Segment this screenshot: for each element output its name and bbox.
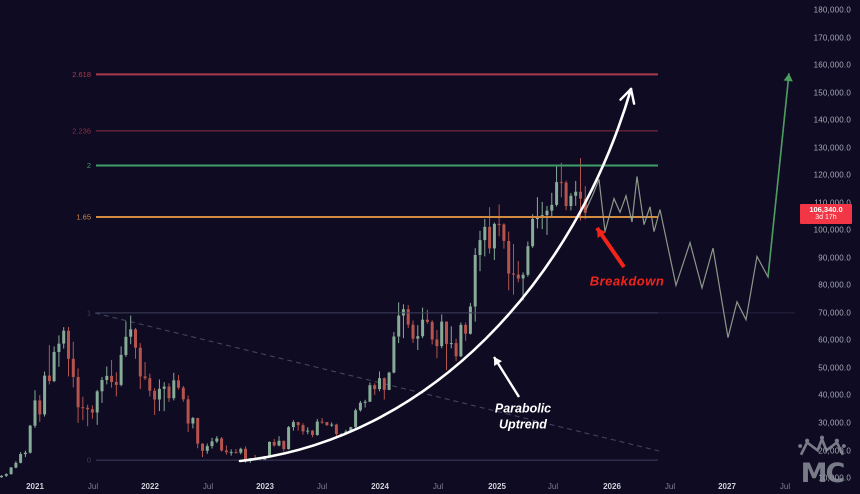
parabolic-arrow	[492, 356, 521, 398]
price-axis-tick: 60,000.0	[818, 335, 851, 345]
svg-text:1.65: 1.65	[76, 213, 91, 222]
price-axis-tick: 110,000.0	[814, 198, 851, 208]
fib-retracement: 2.618 2.236 2 1.65 1 0	[72, 70, 658, 465]
time-axis-tick: 2022	[141, 482, 159, 491]
svg-text:0: 0	[87, 456, 91, 465]
price-axis-tick: 30,000.0	[818, 418, 851, 428]
time-axis-tick: Jul	[316, 482, 328, 491]
price-axis-tick: 80,000.0	[818, 280, 851, 290]
price-axis-tick: 10,000.0	[818, 473, 851, 483]
svg-text:2.618: 2.618	[72, 70, 91, 79]
time-axis[interactable]: 2021 Jul 2022 Jul 2023 Jul 2024 Jul 2025 Jul 2026 J…	[0, 479, 860, 494]
time-axis-tick: 2025	[488, 482, 506, 491]
svg-text:1: 1	[87, 308, 91, 317]
time-axis-tick: 2021	[26, 482, 44, 491]
price-axis-tick: 180,000.0	[813, 5, 851, 15]
price-axis-tick: 70,000.0	[818, 308, 851, 318]
last-price-value: 106,340.0	[809, 205, 843, 214]
mc-logo: MC	[790, 435, 854, 489]
price-axis-tick: 170,000.0	[813, 33, 851, 42]
price-axis-tick: 100,000.0	[813, 225, 851, 235]
crown-icon	[798, 435, 846, 456]
time-axis-tick: Jul	[87, 482, 99, 491]
time-axis-tick: 2023	[256, 482, 274, 491]
parabolic-uptrend-annotation: Parabolic Uptrend	[495, 401, 551, 432]
descending-trendline	[94, 312, 660, 452]
projection-zigzag	[585, 73, 793, 338]
price-axis-tick: 150,000.0	[813, 88, 851, 98]
last-price-badge: 106,340.0 3d 17h	[800, 204, 852, 225]
logo-text: MC	[800, 457, 846, 489]
price-axis-tick: 140,000.0	[813, 115, 851, 125]
time-axis-tick: 2026	[603, 482, 621, 491]
time-axis-tick: 2024	[371, 482, 389, 491]
parabolic-curve	[238, 87, 636, 463]
breakdown-arrow	[595, 226, 626, 269]
parabolic-uptrend-line2: Uptrend	[499, 417, 547, 431]
price-axis-tick: 130,000.0	[813, 143, 851, 153]
time-axis-tick: Jul	[202, 482, 214, 491]
price-axis-tick: 40,000.0	[818, 390, 851, 400]
breakdown-annotation: Breakdown	[589, 273, 665, 289]
price-axis-tick: 20,000.0	[818, 446, 851, 455]
price-axis-tick: 160,000.0	[813, 60, 851, 70]
time-axis-tick: Jul	[664, 482, 676, 491]
svg-text:2: 2	[87, 161, 91, 170]
price-axis-tick: 120,000.0	[813, 170, 851, 180]
price-axis-tick: 50,000.0	[818, 363, 851, 373]
time-axis-tick: 2027	[718, 482, 736, 491]
bar-close-countdown: 3d 17h	[815, 214, 837, 222]
time-axis-tick: Jul	[779, 482, 791, 491]
svg-text:2.236: 2.236	[72, 126, 91, 135]
time-axis-tick: Jul	[432, 482, 444, 491]
candles-layer	[0, 158, 587, 478]
time-axis-tick: Jul	[547, 482, 559, 491]
price-axis-tick: 90,000.0	[818, 253, 851, 263]
parabolic-uptrend-line1: Parabolic	[494, 401, 552, 416]
price-axis[interactable]: 180,000.0 170,000.0 160,000.0 150,000.0 140,…	[790, 0, 860, 483]
